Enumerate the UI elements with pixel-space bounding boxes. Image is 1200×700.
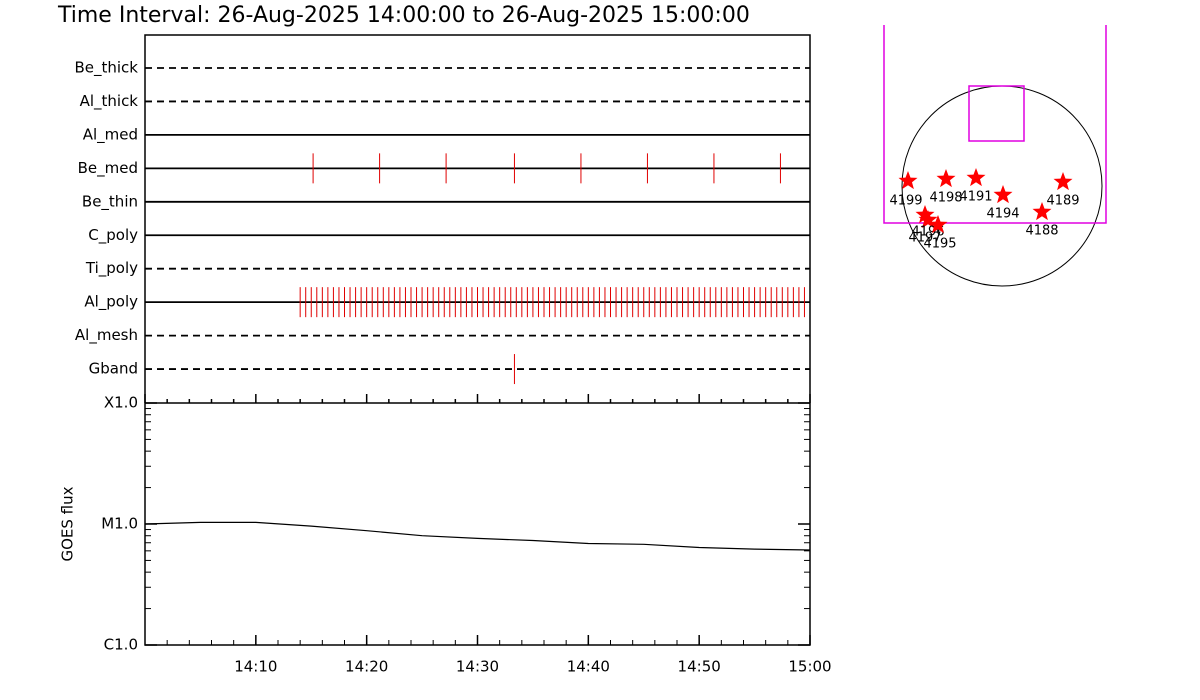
region-label: 4191	[959, 190, 992, 205]
region-label: 4198	[929, 191, 962, 206]
filter-label: Al_poly	[84, 293, 138, 312]
y-tick-label: X1.0	[104, 394, 138, 412]
region-label: 4195	[923, 237, 956, 252]
y-axis-label: GOES flux	[59, 486, 77, 561]
fov-box	[968, 85, 1025, 142]
filter-label: Al_med	[83, 125, 138, 144]
region-star	[966, 168, 986, 187]
region-star	[918, 210, 938, 229]
filter-label: Be_thick	[74, 59, 138, 78]
x-tick-label: 14:50	[678, 658, 721, 676]
region-label: 4199	[889, 194, 922, 209]
sun-map	[883, 25, 1107, 287]
filter-label: Be_thin	[82, 192, 138, 211]
region-star	[1053, 172, 1073, 191]
region-label: 4197	[908, 231, 941, 246]
x-tick-label: 14:30	[456, 658, 499, 676]
solar-disk	[901, 85, 1103, 287]
region-label: 4194	[986, 207, 1019, 222]
filter-label: Be_med	[78, 159, 138, 178]
region-star	[915, 205, 935, 224]
fov-frame	[883, 25, 1107, 224]
region-star	[898, 171, 918, 190]
y-tick-label: M1.0	[101, 515, 138, 533]
y-tick-label: C1.0	[104, 636, 138, 654]
region-label: 4189	[1046, 194, 1079, 209]
goes-curve	[144, 521, 811, 551]
x-tick-label: 14:10	[234, 658, 277, 676]
filter-label: C_poly	[88, 226, 138, 245]
filter-label: Gband	[89, 360, 138, 378]
region-star	[936, 169, 956, 188]
filter-label: Al_mesh	[75, 326, 138, 345]
x-tick-label: 14:40	[567, 658, 610, 676]
title: Time Interval: 26-Aug-2025 14:00:00 to 2…	[57, 3, 750, 28]
x-tick-label: 14:20	[345, 658, 388, 676]
filter-label: Al_thick	[80, 92, 139, 111]
region-star	[993, 185, 1013, 204]
filter-label: Ti_poly	[85, 259, 138, 278]
region-star	[928, 215, 948, 234]
x-tick-label: 15:00	[788, 658, 831, 676]
region-star	[1032, 202, 1052, 221]
region-label: 4188	[1025, 224, 1058, 239]
panel-frame	[144, 34, 811, 646]
